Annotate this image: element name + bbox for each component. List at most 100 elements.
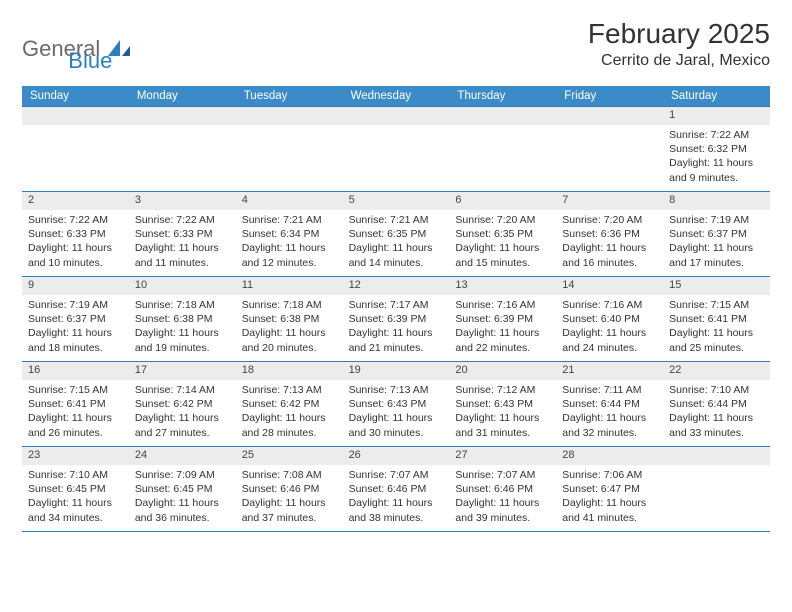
day-number: 22 xyxy=(663,362,770,380)
sunset-line: Sunset: 6:44 PM xyxy=(562,397,657,411)
calendar-cell: Sunrise: 7:18 AMSunset: 6:38 PMDaylight:… xyxy=(236,295,343,361)
daylight-line-1: Daylight: 11 hours xyxy=(242,496,337,510)
daylight-line-1: Daylight: 11 hours xyxy=(135,241,230,255)
day-number: 6 xyxy=(449,192,556,210)
daylight-line-1: Daylight: 11 hours xyxy=(562,241,657,255)
sunrise-line: Sunrise: 7:15 AM xyxy=(28,383,123,397)
day-number: 4 xyxy=(236,192,343,210)
calendar-cell xyxy=(343,125,450,191)
daylight-line-1: Daylight: 11 hours xyxy=(135,496,230,510)
week-row: Sunrise: 7:22 AMSunset: 6:33 PMDaylight:… xyxy=(22,210,770,276)
day-number: 15 xyxy=(663,277,770,295)
day-number: 3 xyxy=(129,192,236,210)
daylight-line-2: and 11 minutes. xyxy=(135,256,230,270)
sunset-line: Sunset: 6:45 PM xyxy=(28,482,123,496)
daylight-line-1: Daylight: 11 hours xyxy=(242,411,337,425)
day-number: 28 xyxy=(556,447,663,465)
sunset-line: Sunset: 6:35 PM xyxy=(455,227,550,241)
daylight-line-2: and 16 minutes. xyxy=(562,256,657,270)
daylight-line-1: Daylight: 11 hours xyxy=(28,411,123,425)
month-title: February 2025 xyxy=(588,18,770,50)
week-daynum-row: 1 xyxy=(22,106,770,125)
calendar: Sunday Monday Tuesday Wednesday Thursday… xyxy=(22,86,770,532)
week-daynum-row: 2345678 xyxy=(22,191,770,210)
sunrise-line: Sunrise: 7:22 AM xyxy=(135,213,230,227)
day-number: 14 xyxy=(556,277,663,295)
sunset-line: Sunset: 6:36 PM xyxy=(562,227,657,241)
daylight-line-2: and 19 minutes. xyxy=(135,341,230,355)
calendar-cell: Sunrise: 7:21 AMSunset: 6:34 PMDaylight:… xyxy=(236,210,343,276)
sunrise-line: Sunrise: 7:06 AM xyxy=(562,468,657,482)
calendar-cell: Sunrise: 7:10 AMSunset: 6:45 PMDaylight:… xyxy=(22,465,129,531)
day-number xyxy=(236,107,343,125)
sunrise-line: Sunrise: 7:07 AM xyxy=(455,468,550,482)
day-number: 9 xyxy=(22,277,129,295)
daylight-line-2: and 17 minutes. xyxy=(669,256,764,270)
sunrise-line: Sunrise: 7:11 AM xyxy=(562,383,657,397)
sunrise-line: Sunrise: 7:15 AM xyxy=(669,298,764,312)
day-number: 13 xyxy=(449,277,556,295)
dayhead-mon: Monday xyxy=(129,86,236,106)
day-number: 5 xyxy=(343,192,450,210)
daylight-line-1: Daylight: 11 hours xyxy=(349,411,444,425)
day-number xyxy=(343,107,450,125)
daylight-line-1: Daylight: 11 hours xyxy=(562,411,657,425)
weeks-container: 1Sunrise: 7:22 AMSunset: 6:32 PMDaylight… xyxy=(22,106,770,532)
sunset-line: Sunset: 6:46 PM xyxy=(455,482,550,496)
calendar-cell: Sunrise: 7:19 AMSunset: 6:37 PMDaylight:… xyxy=(663,210,770,276)
sunrise-line: Sunrise: 7:14 AM xyxy=(135,383,230,397)
sunrise-line: Sunrise: 7:10 AM xyxy=(28,468,123,482)
sunrise-line: Sunrise: 7:18 AM xyxy=(242,298,337,312)
calendar-cell: Sunrise: 7:06 AMSunset: 6:47 PMDaylight:… xyxy=(556,465,663,531)
week-daynum-row: 16171819202122 xyxy=(22,361,770,380)
dayhead-thu: Thursday xyxy=(449,86,556,106)
sunset-line: Sunset: 6:44 PM xyxy=(669,397,764,411)
day-number: 7 xyxy=(556,192,663,210)
sunrise-line: Sunrise: 7:13 AM xyxy=(349,383,444,397)
sunrise-line: Sunrise: 7:16 AM xyxy=(455,298,550,312)
daylight-line-2: and 33 minutes. xyxy=(669,426,764,440)
day-number: 19 xyxy=(343,362,450,380)
sunset-line: Sunset: 6:37 PM xyxy=(28,312,123,326)
calendar-cell: Sunrise: 7:22 AMSunset: 6:33 PMDaylight:… xyxy=(22,210,129,276)
calendar-cell: Sunrise: 7:16 AMSunset: 6:40 PMDaylight:… xyxy=(556,295,663,361)
daylight-line-2: and 22 minutes. xyxy=(455,341,550,355)
logo-text-blue: Blue xyxy=(68,48,112,74)
calendar-cell: Sunrise: 7:20 AMSunset: 6:35 PMDaylight:… xyxy=(449,210,556,276)
logo: General Blue xyxy=(22,24,112,74)
day-number: 23 xyxy=(22,447,129,465)
day-number xyxy=(129,107,236,125)
day-number: 8 xyxy=(663,192,770,210)
daylight-line-2: and 18 minutes. xyxy=(28,341,123,355)
sunset-line: Sunset: 6:42 PM xyxy=(135,397,230,411)
week-row: Sunrise: 7:15 AMSunset: 6:41 PMDaylight:… xyxy=(22,380,770,446)
daylight-line-2: and 34 minutes. xyxy=(28,511,123,525)
day-number xyxy=(556,107,663,125)
daylight-line-2: and 26 minutes. xyxy=(28,426,123,440)
calendar-cell: Sunrise: 7:09 AMSunset: 6:45 PMDaylight:… xyxy=(129,465,236,531)
sunset-line: Sunset: 6:40 PM xyxy=(562,312,657,326)
calendar-cell: Sunrise: 7:16 AMSunset: 6:39 PMDaylight:… xyxy=(449,295,556,361)
title-block: February 2025 Cerrito de Jaral, Mexico xyxy=(588,18,770,70)
sunrise-line: Sunrise: 7:18 AM xyxy=(135,298,230,312)
daylight-line-1: Daylight: 11 hours xyxy=(242,326,337,340)
daylight-line-1: Daylight: 11 hours xyxy=(562,496,657,510)
daylight-line-1: Daylight: 11 hours xyxy=(455,496,550,510)
sunrise-line: Sunrise: 7:07 AM xyxy=(349,468,444,482)
sunrise-line: Sunrise: 7:19 AM xyxy=(28,298,123,312)
calendar-cell: Sunrise: 7:21 AMSunset: 6:35 PMDaylight:… xyxy=(343,210,450,276)
week-row: Sunrise: 7:22 AMSunset: 6:32 PMDaylight:… xyxy=(22,125,770,191)
daylight-line-1: Daylight: 11 hours xyxy=(28,241,123,255)
day-number: 21 xyxy=(556,362,663,380)
sunset-line: Sunset: 6:43 PM xyxy=(455,397,550,411)
calendar-cell: Sunrise: 7:18 AMSunset: 6:38 PMDaylight:… xyxy=(129,295,236,361)
day-number: 24 xyxy=(129,447,236,465)
daylight-line-1: Daylight: 11 hours xyxy=(669,326,764,340)
calendar-cell: Sunrise: 7:07 AMSunset: 6:46 PMDaylight:… xyxy=(343,465,450,531)
daylight-line-1: Daylight: 11 hours xyxy=(135,326,230,340)
day-number: 18 xyxy=(236,362,343,380)
daylight-line-2: and 21 minutes. xyxy=(349,341,444,355)
daylight-line-2: and 41 minutes. xyxy=(562,511,657,525)
sunset-line: Sunset: 6:39 PM xyxy=(349,312,444,326)
sunrise-line: Sunrise: 7:16 AM xyxy=(562,298,657,312)
